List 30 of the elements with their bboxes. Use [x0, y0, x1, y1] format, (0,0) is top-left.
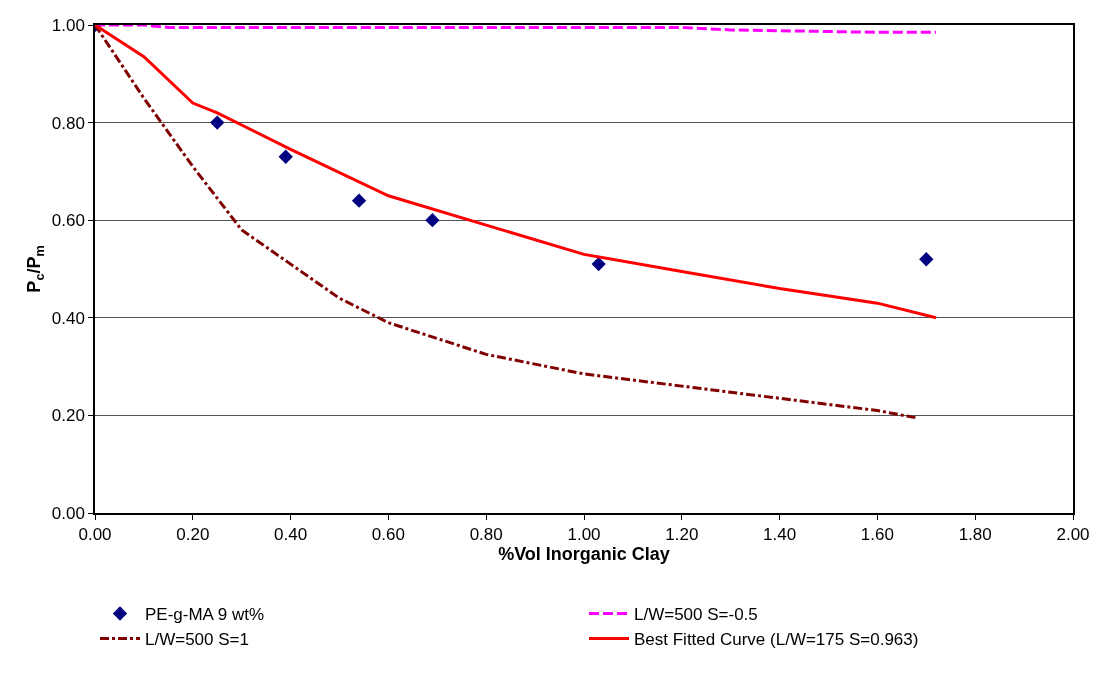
point	[425, 213, 440, 228]
x-tick-label: 1.60	[860, 525, 894, 545]
x-tick-label: 0.00	[78, 525, 112, 545]
y-tick-label: 0.80	[51, 113, 85, 133]
y-tick-label: 0.00	[51, 503, 85, 523]
x-tick-label: 0.40	[274, 525, 308, 545]
point	[351, 193, 367, 208]
legend-label: PE-g-MA 9 wt%	[145, 605, 265, 625]
y-tick-label: 1.00	[51, 15, 85, 35]
x-tick-label: 2.00	[1056, 525, 1090, 545]
y-tick-label: 0.40	[51, 308, 85, 328]
point	[210, 115, 225, 130]
y-tick-label: 0.60	[51, 211, 85, 231]
y-tick-label: 0.20	[51, 406, 85, 426]
x-tick-label: 1.20	[665, 525, 699, 545]
legend-label: L/W=500 S=1	[145, 630, 249, 650]
x-axis-title: %Vol Inorganic Clay	[498, 544, 670, 565]
line-series	[95, 25, 938, 320]
x-tick-label: 1.00	[567, 525, 601, 545]
x-tick-label: 1.40	[763, 525, 797, 545]
x-tick-label: 0.20	[176, 525, 210, 545]
line-series	[95, 25, 919, 420]
point	[919, 252, 934, 267]
legend-label: Best Fitted Curve (L/W=175 S=0.963)	[634, 630, 919, 650]
point	[591, 256, 606, 272]
x-tick-label: 0.80	[469, 525, 503, 545]
x-tick-label: 1.80	[958, 525, 992, 545]
x-tick-label: 0.60	[371, 525, 405, 545]
point	[278, 149, 293, 164]
legend-label: L/W=500 S=-0.5	[634, 605, 758, 625]
